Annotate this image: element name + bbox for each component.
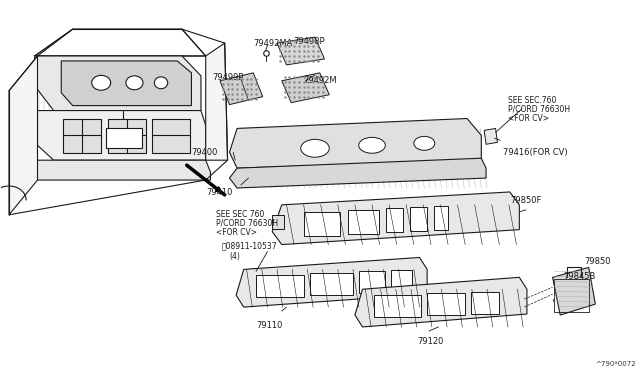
Polygon shape (38, 110, 205, 160)
Ellipse shape (154, 77, 168, 89)
Text: (4): (4) (230, 251, 241, 260)
Bar (471, 292, 499, 314)
Bar (374, 295, 422, 317)
Polygon shape (220, 73, 263, 105)
Polygon shape (9, 56, 38, 215)
Text: P/CORD 76630H: P/CORD 76630H (216, 219, 278, 228)
Polygon shape (355, 277, 527, 327)
Bar (106, 128, 142, 148)
Bar (152, 119, 189, 153)
Text: ⓝ08911-10537: ⓝ08911-10537 (222, 241, 278, 251)
Text: 79850F: 79850F (511, 196, 542, 205)
Text: <FOR CV>: <FOR CV> (216, 228, 257, 237)
Polygon shape (30, 160, 211, 180)
Ellipse shape (126, 76, 143, 90)
Polygon shape (277, 37, 324, 65)
Polygon shape (552, 267, 595, 315)
Text: 79499P: 79499P (212, 73, 244, 82)
Bar (434, 206, 448, 230)
Polygon shape (61, 61, 191, 106)
Bar (108, 119, 146, 153)
Text: 79416(FOR CV): 79416(FOR CV) (503, 148, 568, 157)
Text: 79400: 79400 (192, 148, 218, 157)
Bar (391, 270, 412, 292)
Text: 79850: 79850 (584, 257, 611, 266)
Polygon shape (230, 158, 486, 188)
Text: 79845B: 79845B (563, 272, 595, 281)
Ellipse shape (358, 137, 385, 153)
Polygon shape (35, 29, 205, 56)
Bar (358, 271, 385, 293)
Polygon shape (205, 43, 228, 160)
Text: P/CORD 76630H: P/CORD 76630H (508, 105, 570, 113)
Ellipse shape (92, 76, 111, 90)
Polygon shape (236, 257, 427, 307)
Bar (310, 273, 353, 295)
Polygon shape (282, 73, 329, 103)
Bar (427, 293, 465, 315)
Bar (554, 279, 589, 312)
Bar (63, 119, 101, 153)
Text: SEE SEC.760: SEE SEC.760 (508, 96, 556, 105)
Text: 79498P: 79498P (293, 37, 324, 46)
Text: 79120: 79120 (418, 337, 444, 346)
Polygon shape (230, 119, 481, 168)
Text: SEE SEC 760: SEE SEC 760 (216, 210, 264, 219)
Polygon shape (272, 192, 519, 244)
Text: 79410: 79410 (206, 188, 232, 197)
Ellipse shape (414, 137, 435, 150)
Polygon shape (35, 56, 201, 110)
Text: 79492MA: 79492MA (253, 39, 292, 48)
Bar (348, 210, 379, 234)
Bar (410, 207, 427, 231)
Text: ^790*0072: ^790*0072 (595, 361, 636, 367)
Text: 79110: 79110 (256, 321, 283, 330)
Bar (256, 275, 303, 297)
Ellipse shape (301, 140, 329, 157)
Polygon shape (484, 128, 497, 144)
Text: 79492M: 79492M (303, 76, 337, 85)
Bar (272, 215, 284, 229)
Text: <FOR CV>: <FOR CV> (508, 113, 549, 122)
Bar (303, 212, 340, 235)
Bar (387, 208, 403, 232)
